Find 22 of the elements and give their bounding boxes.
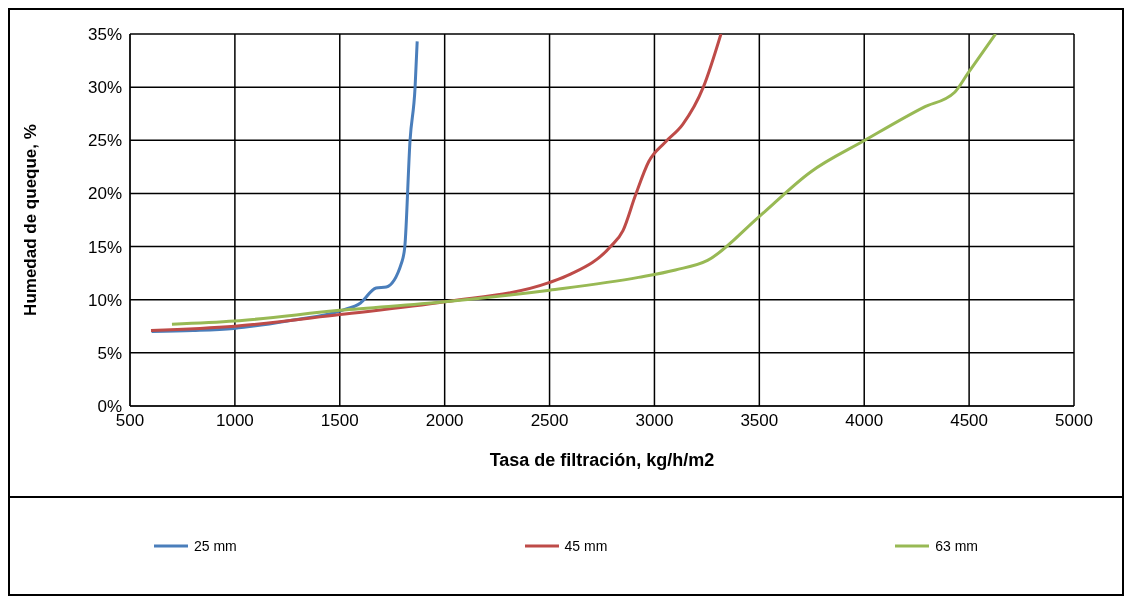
x-tick-label: 1500 <box>320 411 359 431</box>
y-tick-label: 25% <box>87 131 122 151</box>
x-tick-label: 4000 <box>845 411 884 431</box>
x-tick-label: 2500 <box>530 411 569 431</box>
x-tick-label: 2000 <box>425 411 464 431</box>
x-tick-label: 4500 <box>950 411 989 431</box>
legend-label: 45 mm <box>564 538 608 554</box>
x-tick-label: 5000 <box>1055 411 1093 431</box>
line-series <box>170 34 998 326</box>
y-tick-label: 35% <box>87 25 122 45</box>
y-tick-label: 5% <box>97 343 122 363</box>
x-tick-label: 1000 <box>215 411 254 431</box>
y-tick-label: 20% <box>87 184 122 204</box>
y-tick-label: 10% <box>87 290 122 310</box>
legend-label: 25 mm <box>193 538 237 554</box>
legend-label: 63 mm <box>935 538 979 554</box>
x-tick-label: 3000 <box>635 411 674 431</box>
y-tick-label: 15% <box>87 237 122 257</box>
y-tick-label: 30% <box>87 78 122 98</box>
x-axis-title: Tasa de filtración, kg/h/m2 <box>489 450 715 470</box>
y-axis-title: Humedad de queque, % <box>21 124 41 316</box>
x-tick-label: 3500 <box>740 411 779 431</box>
